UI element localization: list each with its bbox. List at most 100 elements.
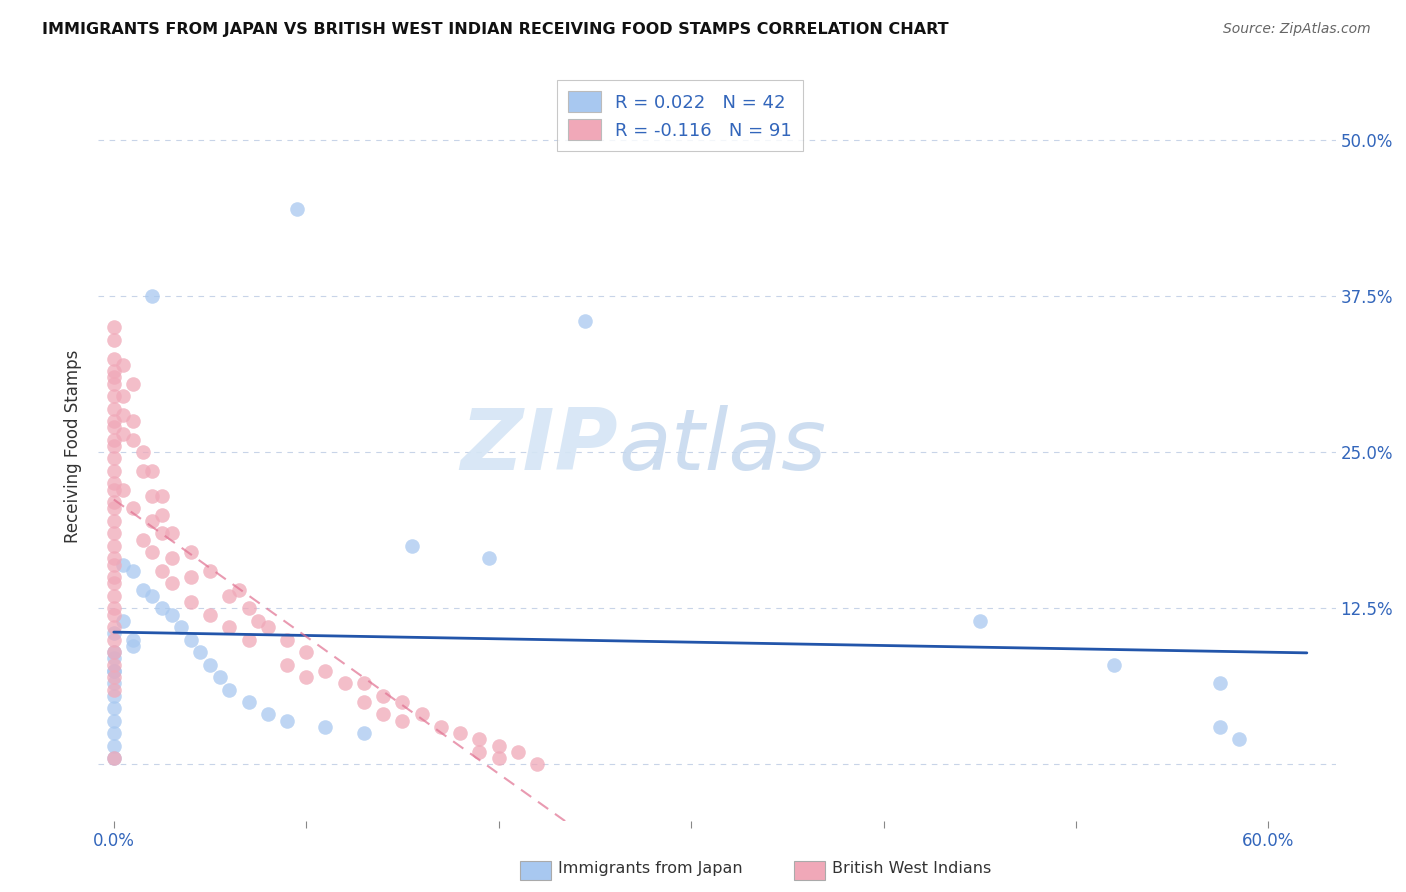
Point [150,564,173,578]
Point [103,726,125,740]
Point [103,401,125,416]
Point [103,607,125,622]
Point [391,714,413,728]
Point [103,414,125,428]
Point [103,558,125,572]
Point [256,707,278,722]
Point [314,664,336,678]
Point [103,526,125,541]
Point [103,501,125,516]
Point [314,720,336,734]
Point [112,614,135,628]
Point [180,595,202,609]
Point [141,514,163,528]
Point [468,732,491,747]
Point [391,695,413,709]
Point [276,632,298,647]
Point [103,626,125,640]
Point [103,570,125,584]
Point [112,483,135,497]
Point [141,545,163,559]
Point [488,739,510,753]
Point [488,751,510,765]
Point [969,614,991,628]
Point [103,495,125,509]
Point [1104,657,1126,672]
Point [160,576,183,591]
Point [190,645,212,659]
Point [160,526,183,541]
Point [103,689,125,703]
Legend: R = 0.022   N = 42, R = -0.116   N = 91: R = 0.022 N = 42, R = -0.116 N = 91 [557,80,803,151]
Y-axis label: Receiving Food Stamps: Receiving Food Stamps [65,350,83,542]
Point [228,582,250,597]
Point [150,601,173,615]
Point [276,657,298,672]
Point [103,451,125,466]
Point [122,564,145,578]
Point [131,464,153,478]
Point [103,676,125,690]
Point [506,745,529,759]
Point [122,501,145,516]
Point [160,551,183,566]
Point [103,601,125,615]
Point [1209,676,1232,690]
Point [122,632,145,647]
Point [103,657,125,672]
Point [198,607,221,622]
Point [180,570,202,584]
Point [103,620,125,634]
Point [285,202,308,216]
Point [103,376,125,391]
Point [526,757,548,772]
Point [103,632,125,647]
Point [373,689,395,703]
Point [468,745,491,759]
Point [180,545,202,559]
Point [574,314,596,328]
Point [238,695,260,709]
Point [1229,732,1251,747]
Point [103,539,125,553]
Point [103,751,125,765]
Point [170,620,193,634]
Point [122,414,145,428]
Point [103,420,125,434]
Point [180,632,202,647]
Point [112,408,135,422]
Point [238,601,260,615]
Text: atlas: atlas [619,404,827,488]
Point [208,670,231,684]
Point [103,364,125,378]
Point [150,508,173,522]
Point [122,639,145,653]
Point [103,464,125,478]
Point [112,558,135,572]
Point [103,589,125,603]
Point [103,651,125,665]
Point [122,433,145,447]
Point [430,720,453,734]
Point [131,533,153,547]
Point [198,564,221,578]
Point [103,739,125,753]
Point [238,632,260,647]
Point [131,582,153,597]
Point [103,320,125,334]
Text: British West Indians: British West Indians [832,862,991,876]
Point [103,682,125,697]
Point [353,695,375,709]
Point [103,664,125,678]
Point [112,389,135,403]
Point [295,645,318,659]
Point [103,439,125,453]
Point [103,701,125,715]
Point [141,489,163,503]
Point [103,751,125,765]
Point [333,676,356,690]
Point [103,370,125,384]
Point [218,620,240,634]
Point [103,433,125,447]
Point [141,289,163,303]
